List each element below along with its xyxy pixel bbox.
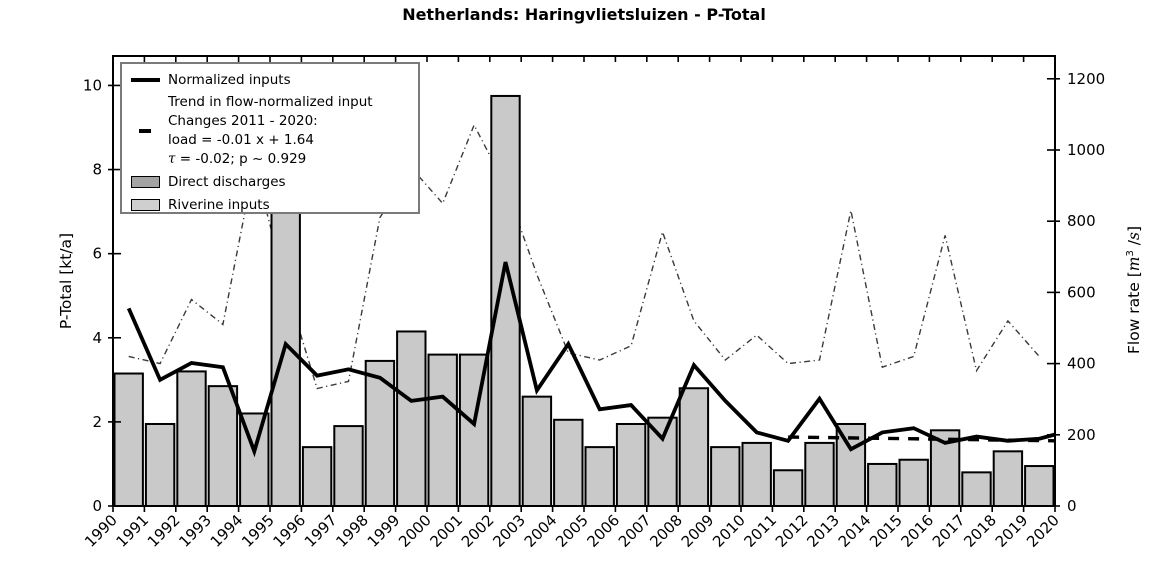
x-tick-label-1996: 1996	[269, 511, 309, 551]
y-left-tick-label-4: 4	[92, 329, 102, 347]
legend-item-direct-discharges: Direct discharges	[122, 170, 418, 193]
x-tick-label-2002: 2002	[458, 511, 498, 551]
trend-line	[788, 435, 1056, 443]
y-left-tick-label-6: 6	[92, 245, 102, 263]
x-tick-label-2012: 2012	[772, 511, 812, 551]
x-tick-label-1991: 1991	[112, 511, 152, 551]
tick-marks	[108, 56, 1060, 512]
x-tick-label-1997: 1997	[301, 511, 341, 551]
x-tick-label-2019: 2019	[992, 511, 1032, 551]
x-tick-label-1992: 1992	[144, 511, 184, 551]
x-tick-label-2014: 2014	[835, 511, 875, 551]
riverine-bar-1998	[364, 359, 396, 508]
legend-item-riverine-inputs: Riverine inputs	[122, 193, 418, 216]
x-tick-label-2004: 2004	[521, 511, 561, 551]
y-left-tick-label-0: 0	[92, 497, 102, 515]
riverine-bar-1992	[176, 370, 207, 507]
x-tick-label-1990: 1990	[81, 511, 121, 551]
x-tick-label-2001: 2001	[426, 511, 466, 551]
legend-label-normalized: Normalized inputs	[168, 71, 291, 88]
riverine-bar-1999	[396, 330, 427, 507]
y-right-tick-label-400: 400	[1067, 355, 1096, 373]
x-tick-label-2008: 2008	[646, 511, 686, 551]
trend-text-line3: load = -0.01 x + 1.64	[168, 131, 314, 148]
trend-text-line1: Trend in flow-normalized input	[168, 93, 373, 110]
y-right-tick-label-1000: 1000	[1067, 141, 1105, 159]
riverine-bar-1996	[301, 446, 333, 507]
riverine-bar-1993	[207, 385, 239, 508]
legend-item-normalized: Normalized inputs	[122, 68, 418, 91]
y-left-tick-label-8: 8	[92, 161, 102, 179]
x-tick-label-2018: 2018	[960, 511, 1000, 551]
y-left-tick-label-2: 2	[92, 413, 102, 431]
riverine-bar-2003	[521, 395, 553, 507]
x-tick-label-1994: 1994	[207, 511, 247, 551]
x-tick-label-2007: 2007	[615, 511, 655, 551]
riverine-inputs-swatch	[130, 198, 160, 211]
riverine-bar-2019	[1024, 465, 1055, 507]
riverine-bar-2012	[804, 441, 835, 508]
x-tick-label-2009: 2009	[678, 511, 718, 551]
trend-dash-swatch	[139, 128, 151, 133]
x-tick-label-2010: 2010	[709, 511, 749, 551]
left-axis-label: P-Total [kt/a]	[57, 232, 75, 330]
riverine-bar-1990	[113, 372, 144, 508]
trend-text-line2: Changes 2011 - 2020:	[168, 112, 318, 129]
riverine-bar-2015	[898, 458, 929, 507]
x-tick-label-1995: 1995	[238, 511, 278, 551]
x-tick-label-2017: 2017	[929, 511, 969, 551]
legend-label-direct: Direct discharges	[168, 173, 286, 190]
x-tick-label-2006: 2006	[583, 511, 623, 551]
legend: Normalized inputs Trend in flow-normaliz…	[120, 62, 420, 214]
trend-text-line4: τ = -0.02; p ~ 0.929	[168, 150, 307, 167]
y-left-tick-label-10: 10	[83, 76, 102, 94]
x-tick-label-2020: 2020	[1023, 511, 1063, 551]
riverine-bar-2008	[678, 387, 710, 507]
riverine-bar-2004	[553, 418, 584, 507]
x-tick-label-2005: 2005	[552, 511, 592, 551]
riverine-bar-2018	[992, 450, 1024, 508]
riverine-bar-2000	[427, 353, 458, 508]
normalized-inputs-line	[126, 261, 1056, 458]
x-tick-label-1993: 1993	[175, 511, 215, 551]
normalized-line-swatch	[130, 77, 160, 82]
chart-title: Netherlands: Haringvlietsluizen - P-Tota…	[402, 5, 766, 24]
legend-label-riverine: Riverine inputs	[168, 196, 270, 213]
direct-discharges-swatch	[130, 175, 160, 188]
x-tick-label-2000: 2000	[395, 511, 435, 551]
x-tick-label-2015: 2015	[866, 511, 906, 551]
x-tick-label-2003: 2003	[489, 511, 529, 551]
riverine-bar-2011	[772, 469, 804, 508]
riverine-bar-2017	[961, 471, 992, 507]
x-tick-label-2011: 2011	[740, 511, 780, 551]
y-right-tick-label-800: 800	[1067, 212, 1096, 230]
y-right-tick-label-600: 600	[1067, 283, 1096, 301]
riverine-bar-2014	[867, 462, 898, 508]
x-tick-label-1999: 1999	[364, 511, 404, 551]
legend-item-trend: Trend in flow-normalized input Changes 2…	[122, 91, 418, 170]
riverine-bar-1997	[333, 425, 364, 507]
right-axis-label: Flow rate [m3 /s]	[1124, 225, 1144, 355]
x-tick-label-1998: 1998	[332, 511, 372, 551]
riverine-bar-1991	[144, 422, 176, 508]
riverine-bar-2009	[710, 446, 741, 507]
y-right-tick-label-1200: 1200	[1067, 70, 1105, 88]
y-right-tick-label-0: 0	[1067, 497, 1077, 515]
y-right-tick-label-200: 200	[1067, 426, 1096, 444]
riverine-bar-2006	[615, 422, 647, 508]
riverine-bar-2010	[741, 441, 772, 508]
riverine-bar-2005	[584, 446, 615, 507]
x-tick-label-2013: 2013	[803, 511, 843, 551]
legend-label-trend: Trend in flow-normalized input Changes 2…	[168, 93, 373, 169]
x-tick-label-2016: 2016	[897, 511, 937, 551]
riverine-bar-2007	[647, 416, 678, 508]
